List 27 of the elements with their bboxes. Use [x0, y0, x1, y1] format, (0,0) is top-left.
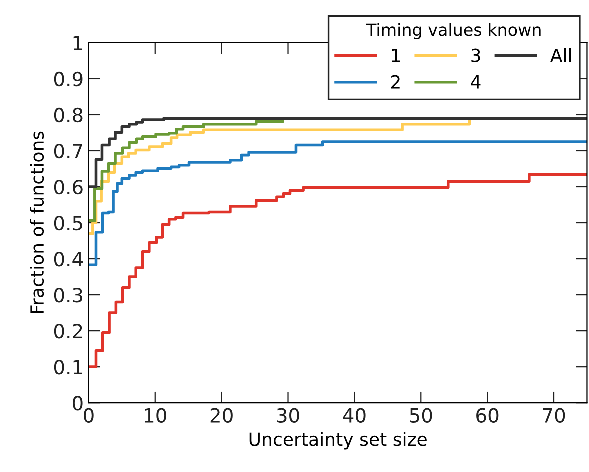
y-tick-label: 0.6 [54, 180, 83, 195]
x-axis-title: Uncertainty set size [250, 432, 427, 450]
y-tick-label: 0.4 [54, 252, 83, 267]
x-tick-label: 60 [476, 408, 499, 423]
legend-label: 1 [392, 49, 400, 62]
legend-label: 4 [471, 76, 481, 89]
y-axis-title: Fraction of functions [30, 132, 44, 314]
y-tick-label: 0.3 [54, 288, 83, 303]
y-tick-label: 0.1 [54, 360, 82, 375]
legend-label: 2 [391, 75, 400, 89]
y-tick-label: 0.9 [54, 72, 83, 87]
x-tick-label: 0 [84, 408, 94, 423]
y-tick-label: 0.8 [54, 108, 83, 123]
legend-label: 3 [472, 48, 480, 62]
y-tick-label: 0.7 [54, 144, 82, 159]
y-tick-label: 0 [72, 396, 83, 411]
legend-title: Timing values known [366, 23, 541, 40]
x-tick-label: 20 [210, 408, 233, 423]
x-tick-label: 10 [145, 408, 166, 423]
x-tick-label: 30 [277, 408, 300, 423]
x-tick-label: 50 [410, 408, 432, 423]
x-tick-label: 70 [543, 408, 566, 423]
x-tick-label: 40 [343, 408, 366, 423]
legend-label: All [550, 48, 572, 62]
y-tick-label: 0.5 [54, 216, 82, 231]
y-tick-label: 1 [74, 36, 82, 50]
y-tick-label: 0.2 [54, 324, 82, 339]
